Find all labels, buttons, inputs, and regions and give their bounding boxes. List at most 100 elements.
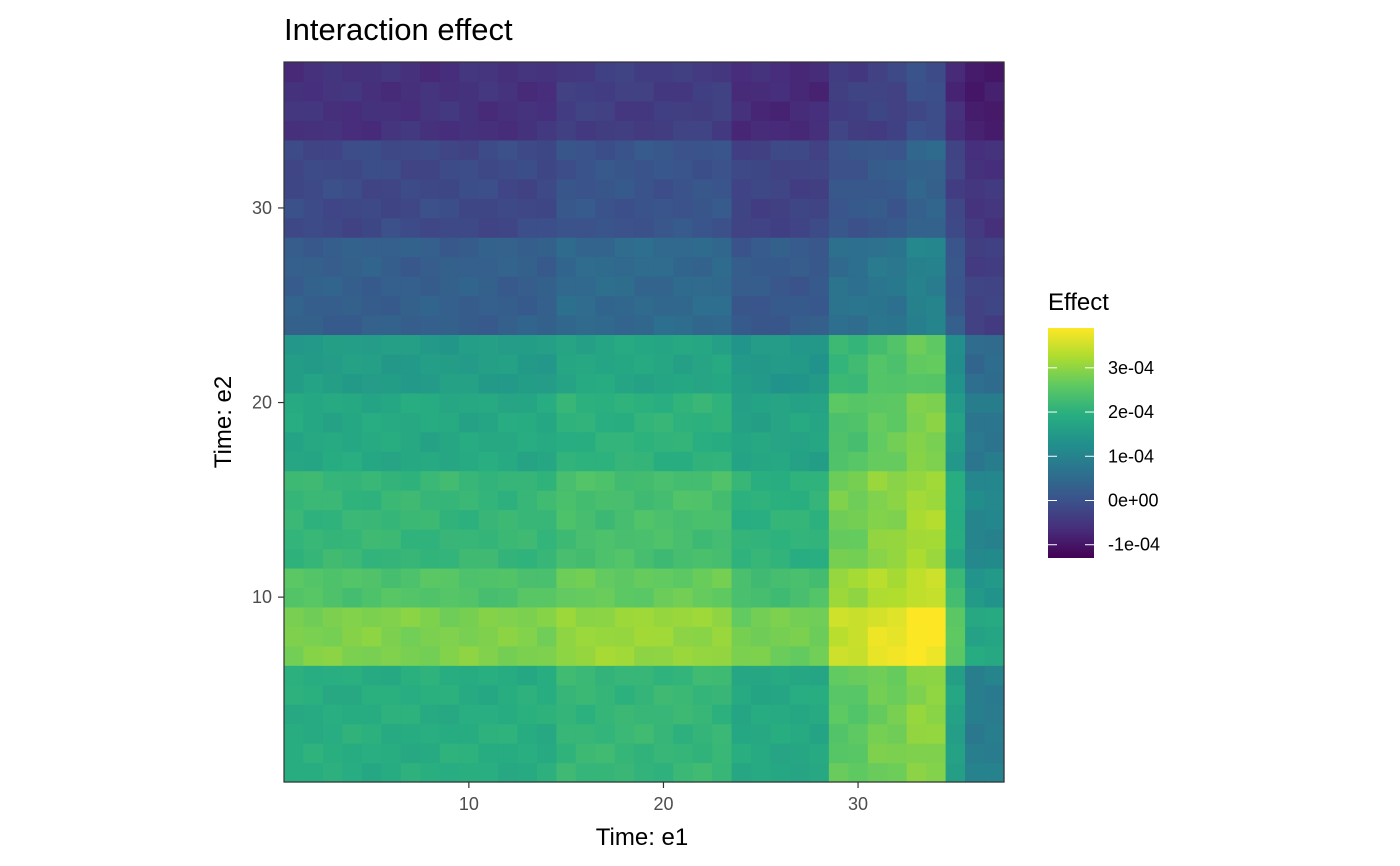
heatmap-cell — [575, 81, 596, 102]
heatmap-cell — [926, 723, 947, 744]
heatmap-cell — [926, 256, 947, 277]
heatmap-cell — [536, 548, 558, 569]
heatmap-cell — [653, 451, 674, 472]
heatmap-cell — [575, 217, 596, 238]
heatmap-cell — [692, 392, 713, 413]
heatmap-cell — [673, 412, 694, 433]
heatmap-cell — [712, 353, 733, 374]
heatmap-cell — [673, 237, 694, 258]
heatmap-cell — [809, 353, 830, 374]
heatmap-cell — [400, 120, 421, 141]
heatmap-cell — [848, 548, 869, 569]
heatmap-cell — [556, 353, 577, 374]
heatmap-cell — [809, 548, 830, 569]
heatmap-cell — [595, 62, 616, 83]
heatmap-cell — [634, 762, 655, 783]
heatmap-cell — [322, 256, 343, 277]
heatmap-cell — [322, 217, 343, 238]
heatmap-cell — [692, 295, 713, 316]
heatmap-cell — [478, 665, 499, 686]
heatmap-cell — [478, 373, 499, 394]
heatmap-cell — [517, 81, 538, 102]
heatmap-cell — [984, 100, 1005, 121]
heatmap-cell — [303, 567, 324, 589]
heatmap-cell — [536, 645, 558, 666]
heatmap-cell — [751, 198, 772, 219]
heatmap-cell — [284, 743, 305, 764]
y-tick-label: 20 — [252, 393, 272, 413]
heatmap-cell — [284, 139, 305, 160]
heatmap-cell — [692, 159, 713, 180]
heatmap-cell — [420, 490, 441, 511]
heatmap-cell — [575, 587, 596, 608]
heatmap-cell — [770, 256, 791, 277]
heatmap-cell — [342, 723, 363, 744]
heatmap-cell — [751, 334, 772, 355]
heatmap-cell — [303, 704, 324, 725]
heatmap-cell — [828, 587, 849, 608]
heatmap-cell — [945, 81, 966, 102]
heatmap-cell — [517, 120, 538, 141]
heatmap-cell — [595, 139, 616, 160]
heatmap-cell — [381, 178, 402, 199]
heatmap-cell — [945, 62, 966, 83]
heatmap-cell — [731, 217, 752, 238]
heatmap-cell — [926, 100, 947, 121]
heatmap-cell — [595, 743, 616, 764]
heatmap-cell — [322, 567, 343, 589]
heatmap-cell — [284, 392, 305, 413]
heatmap-cell — [828, 665, 849, 686]
heatmap-cell — [284, 704, 305, 725]
heatmap-cell — [887, 178, 908, 199]
heatmap-cell — [945, 276, 966, 297]
heatmap-cell — [459, 314, 480, 336]
heatmap-cell — [712, 276, 733, 297]
heatmap-cell — [789, 237, 811, 258]
heatmap-cell — [809, 704, 830, 725]
heatmap-cell — [575, 100, 596, 121]
heatmap-cell — [420, 120, 441, 141]
heatmap-cell — [439, 548, 460, 569]
heatmap-cell — [906, 704, 927, 725]
heatmap-cell — [420, 529, 441, 550]
heatmap-cell — [498, 665, 519, 686]
heatmap-cell — [965, 100, 986, 121]
heatmap-cell — [614, 723, 635, 744]
heatmap-cell — [517, 548, 538, 569]
heatmap-cell — [361, 100, 382, 121]
heatmap-cell — [536, 567, 558, 589]
heatmap-cell — [653, 548, 674, 569]
heatmap-cell — [361, 451, 382, 472]
heatmap-cell — [595, 159, 616, 180]
heatmap-cell — [692, 62, 713, 83]
heatmap-cell — [322, 81, 343, 102]
heatmap-cell — [731, 665, 752, 686]
heatmap-cell — [712, 256, 733, 277]
heatmap-cell — [478, 606, 499, 627]
heatmap-cell — [381, 159, 402, 180]
heatmap-cell — [322, 548, 343, 569]
heatmap-cell — [926, 684, 947, 705]
heatmap-cell — [653, 373, 674, 394]
heatmap-cell — [322, 704, 343, 725]
heatmap-cell — [420, 470, 441, 491]
heatmap-cell — [867, 334, 888, 355]
heatmap-cell — [498, 373, 519, 394]
heatmap-cell — [439, 353, 460, 374]
heatmap-cell — [887, 217, 908, 238]
heatmap-cell — [595, 198, 616, 219]
heatmap-cell — [751, 684, 772, 705]
heatmap-cell — [478, 743, 499, 764]
heatmap-cell — [906, 665, 927, 686]
heatmap-cell — [770, 159, 791, 180]
heatmap-cell — [789, 762, 811, 783]
heatmap-cell — [770, 198, 791, 219]
heatmap-cell — [284, 723, 305, 744]
heatmap-cell — [945, 626, 966, 647]
heatmap-cell — [478, 548, 499, 569]
heatmap-cell — [789, 704, 811, 725]
heatmap-cell — [751, 587, 772, 608]
heatmap-cell — [614, 62, 635, 83]
heatmap-cell — [751, 295, 772, 316]
heatmap-cell — [809, 81, 830, 102]
